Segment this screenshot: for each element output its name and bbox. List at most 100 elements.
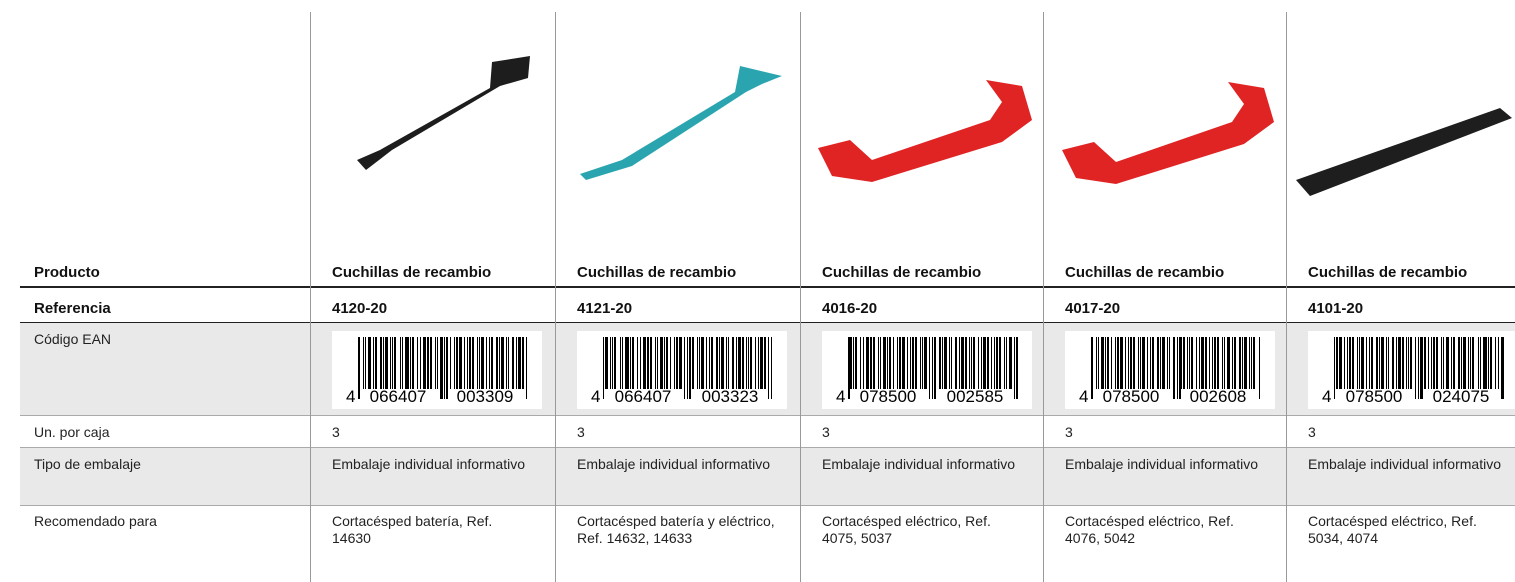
barcode-bar xyxy=(603,337,604,399)
barcode-bar xyxy=(632,337,634,389)
ean-digits: 078500 xyxy=(1346,387,1403,406)
barcode-bar xyxy=(1232,337,1233,389)
barcode-bar xyxy=(711,337,713,389)
barcode-bar xyxy=(961,337,964,389)
reference: 4121-20 xyxy=(577,300,633,317)
row-label: Referencia xyxy=(34,300,111,317)
barcode-bar xyxy=(692,337,694,389)
barcode-bar xyxy=(1379,337,1380,389)
barcode-bar xyxy=(709,337,710,389)
barcode-bar xyxy=(477,337,478,389)
barcode-bar xyxy=(1490,337,1492,389)
barcode-bar xyxy=(383,337,384,389)
barcode-bar xyxy=(699,337,700,389)
ean-digit: 4 xyxy=(591,387,600,406)
barcode-bar xyxy=(637,337,638,389)
barcode-bar xyxy=(1217,337,1219,389)
barcode-bar xyxy=(1420,337,1423,399)
barcode-bar xyxy=(670,337,671,389)
barcode-bar xyxy=(1396,337,1397,389)
barcode-bar xyxy=(676,337,678,389)
barcode-bar xyxy=(679,337,682,389)
barcode-bar xyxy=(1214,337,1216,389)
product-name: Cuchillas de recambio xyxy=(577,264,737,281)
barcode-bar xyxy=(955,337,957,389)
barcode-bar xyxy=(437,337,438,389)
barcode-bar xyxy=(732,337,734,389)
barcode-bar xyxy=(716,337,718,389)
barcode-bar xyxy=(736,337,737,389)
barcode-bar xyxy=(660,337,663,389)
barcode-bar xyxy=(1147,337,1148,389)
barcode-bar xyxy=(1009,337,1012,389)
ean-digits: 066407 xyxy=(370,387,427,406)
barcode-bar xyxy=(684,337,685,399)
barcode-bar xyxy=(1366,337,1367,389)
barcode-bar xyxy=(1173,337,1175,399)
units: 3 xyxy=(1308,424,1316,440)
barcode-bar xyxy=(467,337,468,389)
barcode-bar xyxy=(738,337,741,389)
barcode-bar xyxy=(392,337,393,389)
recommended: Cortacésped batería y eléctrico, Ref. 14… xyxy=(577,513,775,546)
barcode-bar xyxy=(1334,337,1335,399)
barcode-bar xyxy=(1128,337,1129,389)
barcode-bar xyxy=(748,337,749,389)
ean-digits: 002585 xyxy=(947,387,1004,406)
barcode-bar xyxy=(459,337,462,389)
column-line xyxy=(1286,12,1287,582)
barcode-bar xyxy=(400,337,401,389)
barcode-bar xyxy=(728,337,729,389)
barcode-bar xyxy=(689,337,691,399)
barcode-bar xyxy=(1488,337,1489,389)
product-name: Cuchillas de recambio xyxy=(1308,264,1468,281)
barcode-bar xyxy=(1424,337,1426,389)
barcode-bar xyxy=(719,337,720,389)
barcode-bar xyxy=(1470,337,1471,389)
blade-image xyxy=(818,80,1032,182)
product-name: Cuchillas de recambio xyxy=(332,264,492,281)
barcode-gap xyxy=(1336,389,1412,407)
barcode-bar xyxy=(1461,337,1462,389)
barcode-bar xyxy=(981,337,982,389)
barcode-bar xyxy=(910,337,911,389)
barcode-gap xyxy=(448,389,522,407)
barcode-bar xyxy=(755,337,756,389)
barcode-bar xyxy=(1244,337,1247,389)
barcode-bar xyxy=(971,337,972,389)
barcode-bar xyxy=(855,337,857,389)
recommended: Cortacésped eléctrico, Ref. 4075, 5037 xyxy=(822,513,991,546)
barcode-bar xyxy=(1361,337,1364,389)
barcode-bar xyxy=(1453,337,1455,389)
barcode-bar xyxy=(1410,337,1412,389)
barcode-bar xyxy=(666,337,668,389)
barcode-bar xyxy=(491,337,493,389)
barcode-bar xyxy=(486,337,487,389)
ean-digit: 4 xyxy=(1322,387,1331,406)
barcode-bar xyxy=(873,337,875,389)
barcode-gap xyxy=(1424,389,1498,407)
row-line xyxy=(20,286,1515,288)
barcode-bar xyxy=(674,337,675,389)
barcode-bar xyxy=(1142,337,1145,389)
barcode-bar xyxy=(939,337,941,389)
packaging: Embalaje individual informativo xyxy=(1308,456,1501,472)
barcode-bar xyxy=(999,337,1001,389)
barcode-bar xyxy=(1357,337,1358,389)
reference: 4016-20 xyxy=(822,300,878,317)
barcode-bar xyxy=(1398,337,1401,389)
ean-digit: 4 xyxy=(836,387,845,406)
row-label: Producto xyxy=(34,264,100,281)
row-label: Un. por caja xyxy=(34,424,110,440)
barcode-bar xyxy=(1167,337,1168,389)
blade-image xyxy=(357,56,530,170)
barcode-bar xyxy=(1183,337,1185,389)
barcode-bar xyxy=(1336,337,1338,399)
barcode-bar xyxy=(1402,337,1404,389)
barcode-bar xyxy=(1006,337,1007,389)
barcode-bar xyxy=(991,337,992,389)
barcode-bar xyxy=(1179,337,1182,399)
barcode-bar xyxy=(969,337,970,389)
barcode-bar xyxy=(657,337,658,389)
